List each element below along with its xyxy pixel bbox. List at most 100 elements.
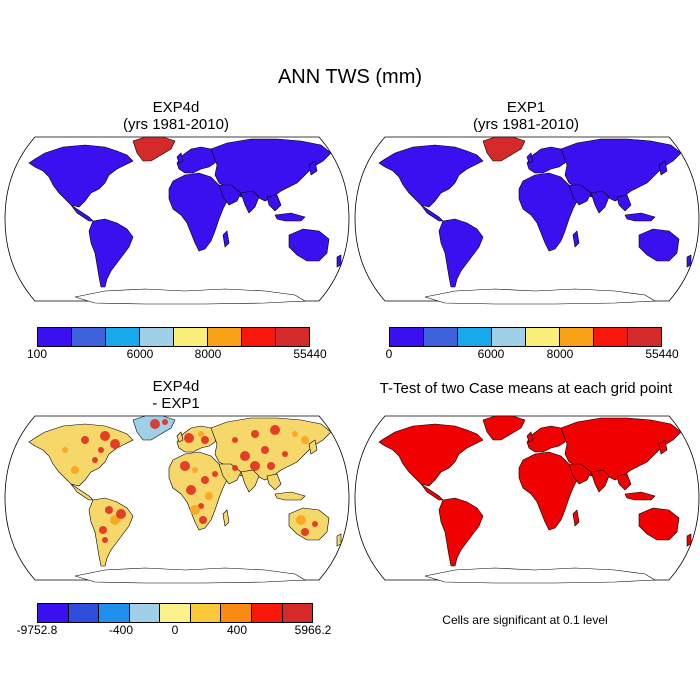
land-seAsia: [616, 194, 632, 212]
difference-cell: [292, 431, 298, 437]
difference-cell: [201, 476, 209, 484]
difference-cell: [92, 457, 98, 463]
panel-title-line1: EXP4d: [152, 99, 200, 116]
land-europe: [526, 146, 568, 174]
map-exp1: [354, 136, 700, 305]
difference-cell: [301, 436, 309, 444]
difference-cell: [267, 462, 275, 470]
colorbar-swatch: [68, 604, 100, 622]
difference-cell: [186, 485, 196, 495]
panel-title-line2: (yrs 1981-2010): [123, 116, 229, 133]
difference-cell: [232, 465, 238, 471]
land-uk: [526, 152, 534, 164]
land-japan: [658, 160, 668, 176]
land-arabia: [568, 184, 592, 206]
land-indonesia: [624, 212, 656, 222]
land-indonesia: [274, 491, 306, 501]
colorbar-swatch: [594, 328, 628, 346]
colorbar-label: 8000: [546, 347, 574, 361]
difference-cell: [232, 437, 238, 443]
land-europe: [526, 425, 568, 453]
difference-cell: [190, 505, 200, 515]
land-madagascar: [572, 230, 580, 248]
map-difference: [4, 415, 350, 584]
land-india: [240, 190, 260, 214]
colorbar-label: 55440: [645, 347, 679, 361]
panel-title-line1: EXP4d: [152, 378, 200, 395]
land-antarctica: [74, 288, 307, 305]
land-australia: [288, 228, 330, 262]
colorbar-swatch: [160, 604, 191, 622]
figure-title: ANN TWS (mm): [277, 66, 423, 88]
panel-title-line1: EXP1: [506, 99, 546, 116]
land-newZealand: [686, 533, 692, 547]
land-southAmerica: [438, 497, 484, 567]
land-greenland: [132, 136, 176, 162]
colorbar-swatch: [560, 328, 594, 346]
land-indonesia: [274, 212, 306, 222]
colorbar-swatch: [106, 328, 140, 346]
colorbar-label: 0: [171, 623, 179, 637]
colorbar-label: 0: [385, 347, 393, 361]
land-antarctica: [424, 567, 657, 584]
land-australia: [638, 507, 680, 541]
land-greenland: [482, 415, 526, 441]
difference-cell: [99, 526, 107, 534]
colorbar-swatch: [99, 604, 130, 622]
difference-cell: [198, 431, 204, 437]
colorbar-swatch: [38, 604, 69, 622]
difference-cell: [102, 537, 108, 543]
land-africa: [518, 172, 578, 252]
difference-cell: [81, 436, 89, 444]
difference-cell: [201, 436, 209, 444]
colorbar-label: 6000: [126, 347, 154, 361]
land-northAmerica: [378, 144, 484, 208]
colorbar-swatch: [628, 328, 661, 346]
difference-cell: [71, 466, 79, 474]
map-ttest: [354, 415, 700, 584]
colorbar-label: 8000: [194, 347, 222, 361]
difference-cell: [270, 425, 280, 435]
land-europe: [176, 425, 218, 453]
panel-title-exp4d: EXP4d (yrs 1981-2010): [76, 99, 276, 133]
colorbar-swatch: [242, 328, 276, 346]
land-southAmerica: [88, 218, 134, 288]
difference-cell: [250, 461, 260, 471]
colorbar-swatch: [38, 328, 72, 346]
land-seAsia: [616, 473, 632, 491]
colorbar-swatch: [424, 328, 458, 346]
difference-cell: [251, 430, 259, 438]
land-greenland: [482, 136, 526, 162]
land-arabia: [218, 184, 242, 206]
land-india: [590, 190, 610, 214]
panel-title-ttest: T-Test of two Case means at each grid po…: [356, 380, 696, 397]
colorbar-swatch: [208, 328, 242, 346]
panel-title-line1: T-Test of two Case means at each grid po…: [379, 380, 673, 397]
land-europe: [176, 146, 218, 174]
difference-cell: [261, 446, 269, 454]
difference-cell: [184, 433, 194, 443]
difference-cell: [312, 521, 318, 527]
difference-cell: [296, 515, 306, 525]
difference-cell: [192, 467, 198, 473]
difference-cell: [150, 419, 160, 429]
difference-cell: [100, 431, 110, 441]
land-australia: [638, 228, 680, 262]
colorbar-swatch: [72, 328, 106, 346]
colorbar-difference: [37, 603, 313, 623]
panel-title-line2: - EXP1: [152, 395, 200, 412]
land-newZealand: [686, 254, 692, 268]
colorbar-swatch: [390, 328, 424, 346]
panel-title-line2: (yrs 1981-2010): [473, 116, 579, 133]
land-africa: [518, 451, 578, 531]
land-arabia: [568, 463, 592, 485]
colorbar-swatch: [174, 328, 208, 346]
colorbar-exp4d: [37, 327, 310, 347]
colorbar-swatch: [492, 328, 526, 346]
colorbar-swatch: [251, 604, 283, 622]
colorbar-label: -9752.8: [16, 623, 58, 637]
difference-cell: [240, 451, 250, 461]
colorbar-swatch: [221, 604, 252, 622]
land-uk: [176, 431, 184, 443]
land-madagascar: [222, 509, 230, 527]
